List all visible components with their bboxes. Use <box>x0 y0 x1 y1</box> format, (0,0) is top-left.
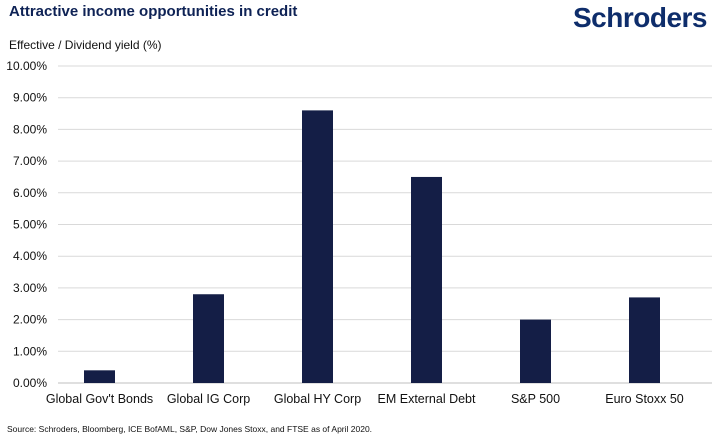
category-label: EM External Debt <box>378 392 476 406</box>
source-note: Source: Schroders, Bloomberg, ICE BofAML… <box>7 424 373 434</box>
bar-5 <box>629 297 660 383</box>
category-label: S&P 500 <box>511 392 560 406</box>
schroders-logo: Schroders <box>573 2 708 33</box>
bar-3 <box>411 176 442 383</box>
chart-title: Attractive income opportunities in credi… <box>9 3 298 20</box>
bar-1 <box>193 294 224 383</box>
bars <box>84 110 660 383</box>
y-tick-label: 2.00% <box>13 313 47 327</box>
category-labels: Global Gov't Bonds Global IG Corp Global H… <box>46 392 684 406</box>
y-tick-label: 1.00% <box>13 344 47 358</box>
y-tick-label: 9.00% <box>13 91 47 105</box>
y-tick-label: 4.00% <box>13 249 47 263</box>
y-tick-label: 5.00% <box>13 218 47 232</box>
bar-0 <box>84 370 115 383</box>
y-tick-label: 6.00% <box>13 186 47 200</box>
category-label: Global HY Corp <box>274 392 361 406</box>
category-label: Euro Stoxx 50 <box>605 392 684 406</box>
bar-2 <box>302 110 333 383</box>
y-tick-label: 3.00% <box>13 281 47 295</box>
y-tick-label: 8.00% <box>13 122 47 136</box>
y-axis-label: Effective / Dividend yield (%) <box>9 38 162 52</box>
bar-4 <box>520 319 551 383</box>
y-tick-label: 7.00% <box>13 154 47 168</box>
category-label: Global IG Corp <box>167 392 250 406</box>
y-tick-label: 0.00% <box>13 376 47 390</box>
gridlines <box>58 65 712 384</box>
y-tick-labels: 0.00% 1.00% 2.00% 3.00% 4.00% 5.00% 6.00% 7.00%… <box>6 59 47 390</box>
category-label: Global Gov't Bonds <box>46 392 153 406</box>
y-tick-label: 10.00% <box>6 59 47 73</box>
bar-chart: 0.00% 1.00% 2.00% 3.00% 4.00% 5.00% 6.00% 7.00%… <box>6 59 712 406</box>
